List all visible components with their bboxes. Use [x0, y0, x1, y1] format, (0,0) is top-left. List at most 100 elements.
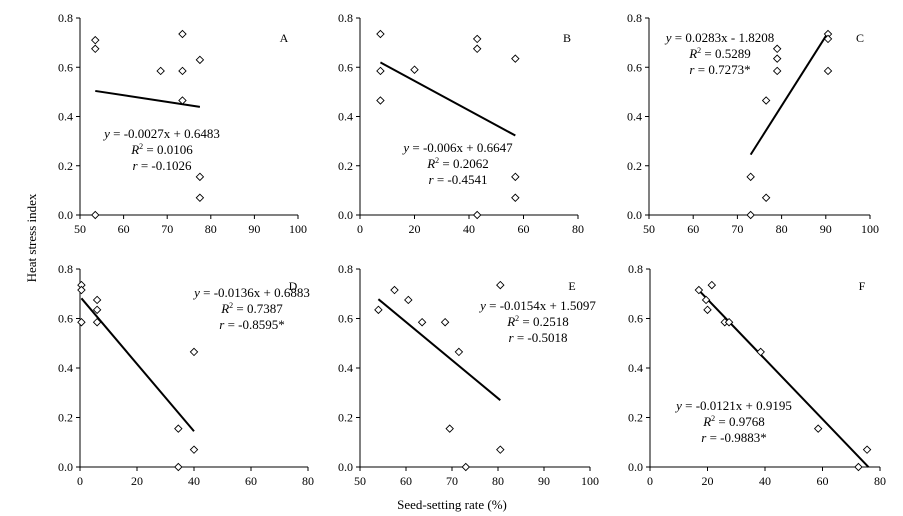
r2-text: R2 = 0.2062 [426, 156, 489, 171]
panel-f: 0.0 0.2 0.4 0.6 0.8 0 20 40 60 80 Fy = -0.0121x + … [628, 262, 886, 488]
r-text: r = -0.5018 [509, 330, 568, 345]
x-tick-label: 0 [77, 474, 83, 488]
panel-letter: A [280, 31, 289, 45]
data-point [91, 44, 100, 54]
data-point [772, 44, 782, 54]
x-tick-label: 60 [518, 222, 530, 236]
y-tick-label: 0.2 [58, 159, 73, 173]
regression-line [80, 297, 195, 432]
equation-text: y = -0.0154x + 1.5097 [478, 298, 596, 313]
x-tick-label: 60 [817, 474, 829, 488]
r-text: r = -0.9883* [701, 430, 766, 445]
y-tick-label: 0.2 [628, 411, 643, 425]
y-tick-label: 0.2 [338, 411, 353, 425]
r-text: r = 0.7273* [689, 62, 750, 77]
y-tick-label: 0.0 [58, 460, 73, 474]
y-tick-label: 0.6 [338, 60, 353, 74]
y-tick-label: 0.6 [628, 312, 643, 326]
regression-line [377, 298, 501, 401]
data-point [195, 172, 205, 182]
panel-b: 0.0 0.2 0.4 0.6 0.8 0 20 40 60 80 By = -0.006x + 0… [338, 11, 584, 236]
x-tick-label: 0 [357, 222, 363, 236]
x-tick-label: 70 [731, 222, 743, 236]
data-point [92, 295, 102, 305]
data-point [496, 280, 505, 290]
x-tick-label: 40 [759, 474, 771, 488]
y-tick-label: 0.6 [627, 60, 642, 74]
data-point [854, 462, 863, 472]
equation-text: y = -0.006x + 0.6647 [401, 140, 513, 155]
equation-text: y = 0.0283x - 1.8208 [664, 30, 774, 45]
data-point [761, 96, 771, 105]
equation-text: y = -0.0121x + 0.9195 [674, 398, 792, 413]
x-tick-label: 60 [687, 222, 699, 236]
data-point [496, 445, 505, 454]
y-tick-label: 0.4 [338, 110, 353, 124]
data-point [417, 317, 427, 327]
y-tick-label: 0.8 [628, 262, 643, 276]
x-tick-label: 60 [400, 474, 412, 488]
data-point [440, 317, 450, 327]
data-point [707, 280, 717, 290]
data-point [461, 462, 471, 472]
y-tick-label: 0.6 [58, 312, 73, 326]
x-tick-label: 100 [289, 222, 307, 236]
data-point [404, 295, 413, 305]
x-tick-label: 50 [354, 474, 366, 488]
panel-c: 0.0 0.2 0.4 0.6 0.8 50 60 70 80 90 100 Cy = 0.0283x… [627, 11, 879, 236]
data-point [823, 66, 833, 76]
x-tick-label: 20 [409, 222, 421, 236]
y-tick-label: 0.6 [338, 312, 353, 326]
y-tick-label: 0.8 [338, 262, 353, 276]
panel-d: 0.0 0.2 0.4 0.6 0.8 0 20 40 60 80 Dy = -0.0136x + … [58, 262, 314, 488]
r2-text: R2 = 0.5289 [688, 46, 751, 61]
y-tick-label: 0.8 [627, 11, 642, 25]
data-point [174, 424, 183, 433]
data-point [694, 285, 704, 295]
x-tick-label: 0 [647, 474, 653, 488]
y-tick-label: 0.0 [338, 208, 353, 222]
data-point [746, 210, 755, 220]
y-tick-label: 0.2 [627, 159, 642, 173]
x-tick-label: 40 [463, 222, 475, 236]
data-point [376, 29, 385, 39]
data-point [761, 193, 771, 202]
data-point [376, 96, 385, 105]
x-tick-label: 50 [74, 222, 86, 236]
regression-line [379, 61, 516, 137]
x-tick-label: 80 [874, 474, 886, 488]
data-point [390, 285, 399, 295]
r2-text: R2 = 0.0106 [130, 142, 193, 157]
data-point [472, 210, 482, 220]
y-tick-label: 0.4 [58, 110, 73, 124]
x-tick-label: 90 [538, 474, 550, 488]
x-tick-label: 100 [581, 474, 599, 488]
data-point [813, 424, 823, 433]
y-tick-label: 0.8 [338, 11, 353, 25]
data-point [410, 65, 419, 74]
r2-text: R2 = 0.2518 [506, 314, 569, 329]
r-text: r = -0.8595* [219, 317, 284, 332]
r-text: r = -0.1026 [133, 158, 192, 173]
y-tick-label: 0.0 [58, 208, 73, 222]
data-point [472, 34, 482, 44]
panel-e: 0.0 0.2 0.4 0.6 0.8 50 60 70 80 90 100 Ey = -0.0154… [338, 262, 599, 488]
data-point [823, 34, 833, 44]
data-point [189, 347, 199, 357]
panel-letter: B [563, 31, 571, 45]
x-tick-label: 100 [861, 222, 879, 236]
regression-line [749, 32, 829, 156]
y-tick-label: 0.4 [627, 110, 642, 124]
data-point [178, 96, 187, 105]
y-tick-label: 0.4 [628, 361, 643, 375]
x-tick-label: 80 [205, 222, 217, 236]
equation-text: y = -0.0027x + 0.6483 [102, 126, 220, 141]
data-point [701, 295, 711, 305]
y-tick-label: 0.8 [58, 262, 73, 276]
x-tick-label: 70 [446, 474, 458, 488]
data-point [724, 317, 734, 327]
y-tick-label: 0.8 [58, 11, 73, 25]
data-point [189, 445, 199, 454]
x-axis-title: Seed-setting rate (%) [397, 497, 507, 512]
y-tick-label: 0.6 [58, 60, 73, 74]
